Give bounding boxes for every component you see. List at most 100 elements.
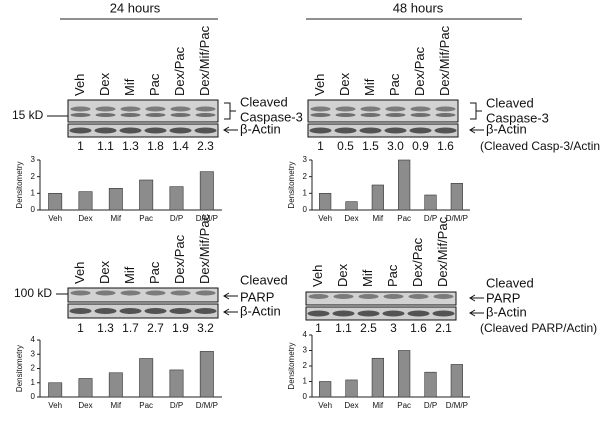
x-tick-label: D/P — [424, 214, 437, 223]
ratio-label: 1.6 — [437, 139, 454, 153]
band — [120, 106, 141, 112]
band — [335, 106, 356, 112]
y-tick-label: 3 — [31, 155, 36, 164]
ratio-label: 1 — [315, 321, 322, 335]
protein-label: Caspase-3 — [486, 110, 549, 125]
x-tick-label: Pac — [139, 401, 153, 410]
lane-label: Pac — [385, 264, 400, 287]
x-tick-label: D/M/P — [446, 401, 468, 410]
band — [433, 294, 454, 299]
y-tick-label: 2 — [303, 172, 308, 181]
actin-band — [194, 127, 217, 134]
bar — [78, 191, 93, 211]
y-tick-label: 1 — [31, 188, 36, 197]
band — [145, 106, 166, 112]
actin-band — [169, 127, 192, 134]
x-tick-label: D/P — [424, 401, 437, 410]
bar — [345, 379, 358, 398]
band — [170, 106, 191, 112]
bar — [345, 201, 358, 211]
y-tick-label: 3 — [303, 346, 308, 355]
x-tick-label: Pac — [139, 214, 153, 223]
lane-label: Veh — [310, 265, 325, 287]
band — [333, 294, 354, 299]
ratio-label: 3.0 — [387, 139, 404, 153]
actin-band — [94, 308, 117, 314]
band — [95, 290, 116, 296]
bar — [199, 171, 214, 211]
lane-label: Dex — [97, 260, 112, 284]
bar — [108, 188, 123, 211]
band — [170, 113, 191, 117]
actin-band — [94, 127, 117, 134]
ratio-label: 3 — [390, 321, 397, 335]
arrow — [469, 309, 484, 317]
ratio-label: 1 — [77, 321, 84, 335]
lane-label: Dex/Mif/Pac — [435, 216, 450, 287]
bar — [139, 179, 154, 211]
lane-label: Dex/Pac — [410, 237, 425, 287]
actin-band — [334, 127, 357, 134]
x-tick-label: Dex — [78, 401, 92, 410]
x-tick-label: Pac — [397, 401, 411, 410]
y-tick-label: 1 — [31, 378, 36, 387]
y-tick-label: 1 — [303, 377, 308, 386]
band — [410, 113, 431, 117]
protein-label: Caspase-3 — [240, 109, 303, 124]
band — [70, 106, 91, 112]
x-tick-label: Veh — [318, 401, 332, 410]
bar — [48, 382, 63, 398]
lane-label: Dex — [335, 263, 350, 287]
bar — [48, 193, 63, 211]
protein-label: PARP — [486, 290, 520, 305]
lane-label: Dex/Pac — [172, 46, 187, 96]
bracket — [470, 102, 482, 120]
x-tick-label: Dex — [78, 214, 92, 223]
band — [435, 113, 456, 117]
x-tick-label: D/M/P — [196, 214, 218, 223]
actin-band — [144, 308, 167, 314]
y-tick-label: 2 — [303, 361, 308, 370]
ratio-label: 1.5 — [362, 139, 379, 153]
blot — [67, 99, 219, 123]
actin-band — [332, 310, 355, 317]
actin-band — [357, 310, 380, 317]
lane-label: Dex/Pac — [412, 46, 427, 96]
ratio-label: 0.5 — [337, 139, 354, 153]
arrow — [223, 292, 238, 300]
y-tick-label: 0 — [31, 392, 36, 401]
ratio-label: 1.1 — [97, 139, 114, 153]
actin-band — [409, 127, 432, 134]
ratio-label: 1 — [317, 139, 324, 153]
ratio-label: 1 — [77, 139, 84, 153]
lane-label: Pac — [147, 73, 162, 96]
protein-label: Cleaved — [240, 94, 288, 109]
y-tick-label: 2 — [31, 172, 36, 181]
bar — [108, 372, 123, 398]
band — [195, 290, 216, 296]
band — [385, 113, 406, 117]
actin-band — [144, 127, 167, 134]
actin-band — [69, 127, 92, 134]
bar — [450, 364, 463, 398]
y-tick-label: 3 — [31, 349, 36, 358]
lane-label: Mif — [122, 266, 137, 284]
x-tick-label: Mif — [372, 214, 383, 223]
ratio-note: (Cleaved PARP/Actin) — [480, 321, 597, 335]
x-tick-label: Dex — [344, 214, 358, 223]
lane-label: Dex/Mif/Pac — [197, 213, 212, 284]
band — [360, 106, 381, 112]
bar — [139, 358, 154, 398]
lane-label: Pac — [147, 261, 162, 284]
band — [410, 106, 431, 112]
lane-label: Dex/Pac — [172, 234, 187, 284]
ratio-note: (Cleaved Casp-3/Actin) — [480, 139, 600, 153]
y-tick-label: 2 — [31, 364, 36, 373]
x-tick-label: D/M/P — [446, 214, 468, 223]
band — [308, 294, 329, 299]
band — [70, 290, 91, 296]
size-marker: 15 kD — [12, 108, 44, 122]
x-tick-label: Veh — [318, 214, 332, 223]
y-tick-label: 0 — [31, 205, 36, 214]
